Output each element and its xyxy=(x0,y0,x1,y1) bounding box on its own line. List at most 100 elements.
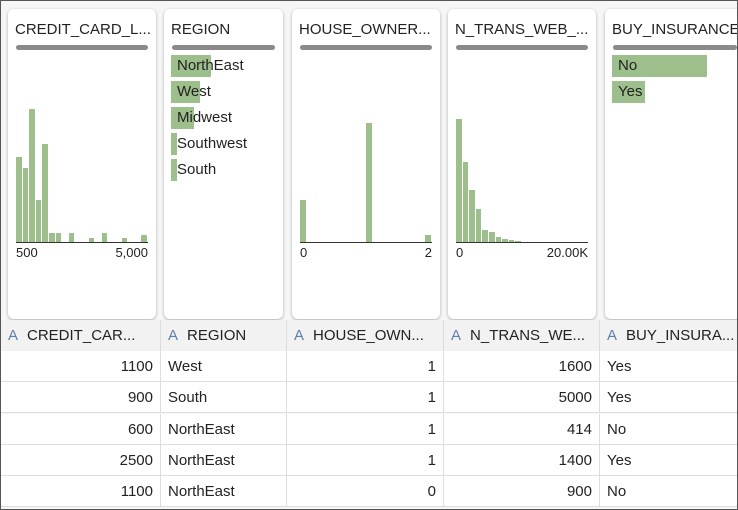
histogram-bar xyxy=(68,233,75,242)
table-cell: No xyxy=(600,413,737,445)
histogram-bar xyxy=(55,233,62,242)
histogram-bar xyxy=(22,168,29,242)
table-cell: NorthEast xyxy=(161,476,287,508)
axis-label: 0 xyxy=(300,245,308,260)
histogram-bar xyxy=(141,235,147,242)
profile-card[interactable]: REGION NorthEast West Midwest Southwest South xyxy=(164,9,283,319)
quality-bar xyxy=(300,45,432,50)
histogram-bar xyxy=(475,209,482,242)
category-label: Midwest xyxy=(177,109,233,126)
axis-label: 2 xyxy=(424,245,432,260)
category-label: Yes xyxy=(618,83,643,100)
table-cell: 1600 xyxy=(444,351,600,382)
category-bar xyxy=(612,81,645,103)
histogram-bar xyxy=(462,162,469,242)
histogram-bar xyxy=(29,109,35,242)
axis-label: 500 xyxy=(16,245,38,260)
x-axis xyxy=(456,242,588,243)
axis-label: 0 xyxy=(456,245,464,260)
category-label: West xyxy=(177,83,211,100)
quality-bar xyxy=(172,45,275,50)
table-cell: 1 xyxy=(287,351,444,382)
histogram-bar xyxy=(495,237,502,242)
table-cell: 5000 xyxy=(444,382,600,414)
table-cell: South xyxy=(161,382,287,414)
category-bar xyxy=(171,55,211,77)
profile-card[interactable]: HOUSE_OWNER... 0 2 xyxy=(292,9,440,319)
type-icon: A xyxy=(607,327,618,344)
histogram-bar xyxy=(42,144,48,242)
table-cell: Yes xyxy=(600,382,737,414)
column-name: CREDIT_CAR... xyxy=(27,327,136,344)
x-axis xyxy=(16,242,148,243)
table-cell: No xyxy=(600,476,737,508)
card-title: CREDIT_CARD_L... xyxy=(15,21,151,38)
type-icon: A xyxy=(8,327,19,344)
histogram-bar xyxy=(101,233,108,242)
column-header[interactable]: A REGION xyxy=(161,320,287,351)
table-cell: NorthEast xyxy=(161,444,287,476)
category-label: South xyxy=(177,161,217,178)
table-cell: 600 xyxy=(1,413,161,445)
profile-card[interactable]: N_TRANS_WEB_... 0 20.00K xyxy=(448,9,596,319)
column-name: N_TRANS_WE... xyxy=(470,327,586,344)
table-cell: 1 xyxy=(287,382,444,414)
histogram-bar xyxy=(49,233,55,242)
category-bar xyxy=(171,133,177,155)
category-bar xyxy=(171,107,194,129)
histogram-bar xyxy=(482,230,488,242)
table-cell: 1100 xyxy=(1,476,161,508)
table-cell: 1400 xyxy=(444,444,600,476)
table-cell: Yes xyxy=(600,444,737,476)
histogram-bar xyxy=(300,200,306,242)
column-name: HOUSE_OWN... xyxy=(313,327,424,344)
table-cell: 1100 xyxy=(1,351,161,382)
category-label: No xyxy=(618,57,638,74)
table-cell: West xyxy=(161,351,287,382)
type-icon: A xyxy=(451,327,462,344)
category-label: NorthEast xyxy=(177,57,244,74)
type-icon: A xyxy=(168,327,179,344)
column-header[interactable]: A HOUSE_OWN... xyxy=(287,320,444,351)
column-header[interactable]: A N_TRANS_WE... xyxy=(444,320,600,351)
profile-card[interactable]: BUY_INSURANCE No Yes xyxy=(605,9,738,319)
histogram-bar xyxy=(366,123,372,242)
type-icon: A xyxy=(294,327,305,344)
histogram-bar xyxy=(502,239,508,242)
histogram-bar xyxy=(508,240,515,242)
histogram-bar xyxy=(121,238,128,242)
histogram-bar xyxy=(16,157,22,242)
table-cell: 1 xyxy=(287,444,444,476)
category-label: Southwest xyxy=(177,135,248,152)
category-bar xyxy=(612,55,707,77)
table-cell: 414 xyxy=(444,413,600,445)
column-header[interactable]: A CREDIT_CAR... xyxy=(1,320,161,351)
table-cell: 1 xyxy=(287,413,444,445)
axis-label: 5,000 xyxy=(115,245,148,260)
histogram-bar xyxy=(88,238,95,242)
histogram-bar xyxy=(425,235,431,242)
histogram-bar xyxy=(515,241,521,242)
category-bar xyxy=(171,159,177,181)
quality-bar xyxy=(456,45,588,50)
profile-card[interactable]: CREDIT_CARD_L... 500 5,000 xyxy=(8,9,156,319)
histogram-bar xyxy=(489,232,495,242)
column-name: REGION xyxy=(187,327,247,344)
card-title: HOUSE_OWNER... xyxy=(299,21,431,38)
card-title: N_TRANS_WEB_... xyxy=(455,21,589,38)
table-cell: 900 xyxy=(444,476,600,508)
x-axis xyxy=(300,242,432,243)
histogram-bar xyxy=(35,200,42,242)
card-title: BUY_INSURANCE xyxy=(612,21,738,38)
category-bar xyxy=(171,81,200,103)
histogram-bar xyxy=(456,119,462,242)
axis-label: 20.00K xyxy=(546,245,588,260)
column-name: BUY_INSURA... xyxy=(626,327,735,344)
card-title: REGION xyxy=(171,21,231,38)
table-cell: NorthEast xyxy=(161,413,287,445)
column-header[interactable]: A BUY_INSURA... xyxy=(600,320,737,351)
table-cell: 2500 xyxy=(1,444,161,476)
table-cell: Yes xyxy=(600,351,737,382)
histogram-bar xyxy=(469,190,475,242)
